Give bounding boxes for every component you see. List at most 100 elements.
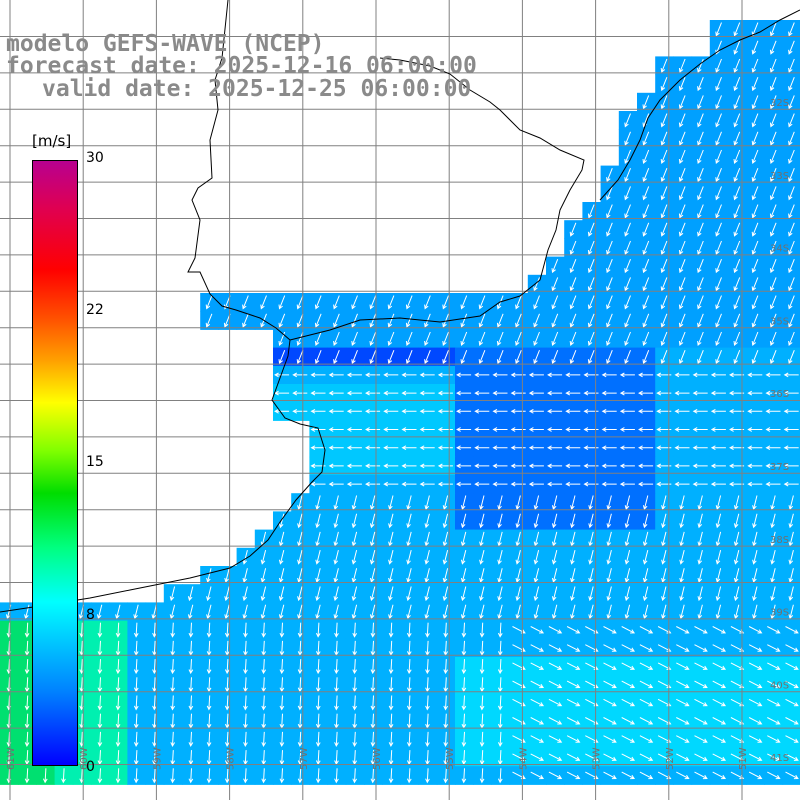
wind-arrow <box>437 390 453 396</box>
wind-arrow <box>619 427 635 432</box>
wind-arrow <box>206 695 212 711</box>
wind-arrow <box>528 408 544 414</box>
wind-arrow <box>694 771 708 780</box>
wind-arrow <box>334 622 339 638</box>
wind-arrow <box>478 331 486 346</box>
wind-arrow <box>679 604 685 620</box>
wind-arrow <box>365 390 381 396</box>
wind-arrow <box>751 58 759 73</box>
wind-arrow <box>751 295 759 310</box>
wind-arrow <box>515 495 521 511</box>
wind-arrow <box>733 168 741 183</box>
wind-arrow <box>565 390 581 396</box>
wind-arrow <box>715 531 722 547</box>
wind-arrow <box>474 481 490 487</box>
wind-arrow <box>624 513 631 529</box>
wind-arrow <box>515 295 522 310</box>
wind-arrow <box>310 445 326 451</box>
wind-arrow <box>406 731 412 747</box>
lat-label: 32S <box>770 98 789 109</box>
wind-arrow <box>479 549 485 565</box>
wind-arrow <box>387 295 395 310</box>
wind-arrow <box>569 295 577 310</box>
lon-label: 53W <box>592 747 603 770</box>
wind-arrow <box>601 427 617 432</box>
wind-arrow <box>621 753 636 761</box>
wind-arrow <box>297 659 303 675</box>
wind-arrow <box>351 295 358 310</box>
wind-arrow <box>492 408 508 414</box>
wind-arrow <box>333 531 339 547</box>
wind-arrow <box>242 295 249 310</box>
wind-arrow <box>788 295 795 310</box>
wind-arrow <box>424 549 430 565</box>
wind-arrow <box>710 445 726 451</box>
wind-arrow <box>583 390 599 396</box>
colorbar-tick-30: 30 <box>86 150 104 166</box>
wind-arrow <box>565 463 581 469</box>
wind-arrow <box>314 295 322 310</box>
wind-arrow <box>547 481 563 487</box>
wind-arrow <box>712 698 727 707</box>
wind-arrow <box>788 259 795 274</box>
wind-arrow <box>460 350 468 365</box>
wind-arrow <box>639 735 654 743</box>
wind-arrow <box>783 390 799 396</box>
wind-arrow <box>638 481 654 487</box>
wind-arrow <box>587 331 595 346</box>
wind-arrow <box>788 113 795 128</box>
wind-arrow <box>712 753 727 761</box>
wind-arrow <box>587 313 595 328</box>
wind-arrow <box>752 531 758 547</box>
wind-arrow <box>642 149 650 164</box>
wind-arrow <box>224 604 230 620</box>
lat-label: 33S <box>770 171 789 182</box>
wind-arrow <box>115 731 121 747</box>
wind-arrow <box>770 604 776 620</box>
wind-arrow <box>315 604 321 620</box>
wind-arrow <box>588 604 594 620</box>
wind-arrow <box>206 586 212 602</box>
wind-arrow <box>365 463 381 469</box>
wind-arrow <box>533 568 540 583</box>
wind-arrow <box>551 495 558 511</box>
wind-arrow <box>133 768 139 784</box>
wind-arrow <box>278 568 285 583</box>
wind-arrow <box>243 768 248 784</box>
wind-arrow <box>715 58 722 73</box>
wind-arrow <box>261 695 267 711</box>
wind-arrow <box>515 313 522 328</box>
wind-arrow <box>424 295 431 310</box>
wind-arrow <box>660 186 668 201</box>
wind-arrow <box>747 390 763 396</box>
wind-arrow <box>769 58 777 73</box>
wind-arrow <box>460 586 467 602</box>
wind-arrow <box>715 350 722 365</box>
wind-arrow <box>678 350 686 365</box>
wind-arrow <box>624 604 631 620</box>
wind-arrow <box>694 753 708 761</box>
wind-arrow <box>785 662 799 670</box>
wind-arrow <box>152 622 157 638</box>
wind-arrow <box>606 568 612 583</box>
wind-arrow <box>770 549 776 565</box>
wind-arrow <box>315 622 321 638</box>
wind-arrow <box>315 586 321 602</box>
wind-arrow <box>570 586 576 602</box>
wind-arrow <box>315 513 321 529</box>
wind-arrow <box>297 513 303 529</box>
wind-arrow <box>315 659 321 675</box>
wind-arrow <box>638 408 654 414</box>
wind-arrow <box>242 549 248 565</box>
wind-arrow <box>515 549 521 565</box>
wind-arrow <box>785 771 799 780</box>
wind-arrow <box>310 408 326 414</box>
wind-arrow <box>369 331 377 346</box>
wind-arrow <box>769 113 777 128</box>
wind-arrow <box>442 331 449 346</box>
wind-arrow <box>639 644 654 652</box>
wind-arrow <box>278 295 286 310</box>
wind-arrow <box>769 22 777 37</box>
wind-arrow <box>769 240 777 255</box>
wind-arrow <box>788 222 795 237</box>
